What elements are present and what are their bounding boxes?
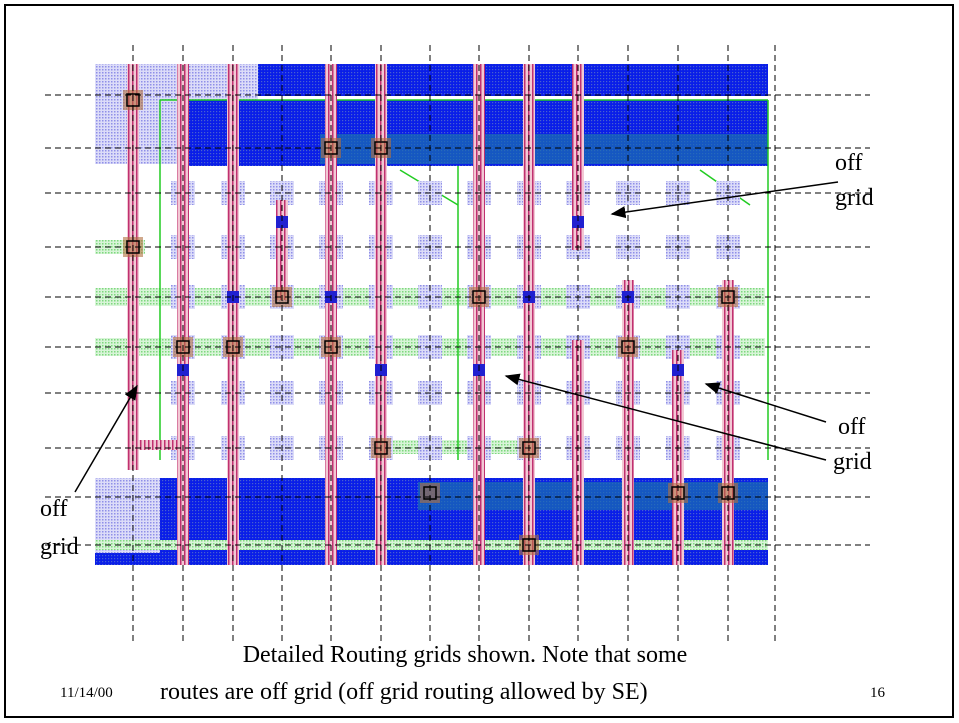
contact: [276, 216, 288, 228]
layout: [95, 64, 769, 565]
poly: [177, 64, 189, 565]
contact: [572, 216, 584, 228]
via-pad: [718, 483, 738, 503]
diffusion: [95, 478, 160, 565]
annotation: off: [835, 150, 863, 176]
poly: [127, 440, 183, 450]
slide-border: [4, 4, 954, 718]
routing-grid: [45, 45, 870, 645]
poly: [227, 64, 239, 565]
page-number: 16: [870, 685, 886, 701]
annotation: off: [40, 496, 68, 522]
metal-rail: [258, 64, 768, 96]
poly: [325, 64, 337, 565]
strip: [95, 540, 768, 550]
poly: [473, 64, 485, 565]
poly: [572, 340, 584, 565]
arrow: [504, 373, 827, 461]
annotation: off: [838, 414, 866, 440]
arrow: [610, 181, 839, 219]
metal1-strip: [380, 440, 540, 454]
arrow: [704, 382, 827, 423]
caption: routes are off grid (off grid routing al…: [160, 679, 648, 705]
caption: Detailed Routing grids shown. Note that …: [243, 642, 688, 668]
arrow: [74, 384, 138, 493]
metal2: [320, 134, 768, 164]
metal-rail: [95, 553, 160, 565]
arrows: [74, 181, 839, 493]
annotation: grid: [40, 534, 79, 560]
date: 11/14/00: [60, 685, 113, 701]
via-pad: [420, 483, 440, 503]
via-pad: [668, 483, 688, 503]
poly: [722, 280, 734, 565]
poly: [622, 280, 634, 565]
annotation: grid: [833, 449, 872, 475]
annotation: grid: [835, 185, 874, 211]
metal2: [418, 482, 768, 510]
